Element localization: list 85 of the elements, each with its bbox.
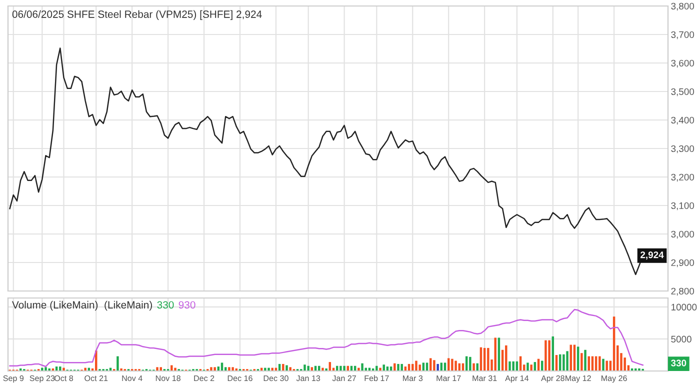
- bar: [472, 363, 475, 371]
- bar: [562, 354, 565, 371]
- x-tick-label: May 12: [566, 375, 591, 383]
- bar: [343, 366, 346, 371]
- y-tick-label: 3,300: [671, 145, 694, 154]
- bar: [487, 348, 490, 371]
- bar: [232, 367, 234, 371]
- bar: [436, 364, 439, 371]
- text: 330: [670, 360, 686, 366]
- bar: [286, 365, 288, 371]
- bar: [210, 367, 212, 371]
- bar: [526, 362, 529, 371]
- y-tick-label: 2,900: [671, 259, 694, 268]
- x-tick-label: Feb 17: [364, 375, 389, 382]
- x-tick-label: Mar 17: [436, 375, 461, 382]
- y-tick-label: 5000: [671, 336, 692, 342]
- x-tick-label: Oct 8: [54, 375, 74, 382]
- bar: [160, 367, 162, 371]
- x-tick-label: Mar 3: [403, 375, 423, 382]
- chart-title: Volume (LikeMain) (LikeMain): [12, 300, 152, 311]
- annotation: 930: [178, 301, 196, 309]
- bar: [494, 338, 496, 371]
- bar: [400, 364, 403, 371]
- bar: [544, 340, 547, 371]
- y-tick-label: 3,200: [671, 174, 694, 182]
- annotation: 2,924: [640, 252, 664, 260]
- bar: [394, 363, 396, 371]
- bar: [289, 367, 292, 371]
- bar: [170, 365, 173, 371]
- x-tick-label: Sep 23: [30, 375, 55, 383]
- bar: [512, 361, 514, 371]
- bar: [451, 358, 454, 371]
- bar: [44, 367, 47, 371]
- bar: [584, 350, 586, 371]
- bar: [340, 366, 342, 371]
- y-tick-label: 3,600: [671, 60, 694, 68]
- x-tick-label: Dec 2: [194, 375, 214, 382]
- bar: [415, 360, 418, 371]
- bar: [418, 364, 421, 371]
- bar: [530, 364, 532, 371]
- bar: [580, 353, 583, 371]
- bar: [602, 358, 604, 371]
- bar: [454, 360, 457, 371]
- annotation: 330: [157, 301, 174, 309]
- bar: [598, 356, 601, 371]
- x-tick-label: Jan 27: [332, 375, 356, 382]
- x-tick-label: Jan 13: [296, 375, 320, 382]
- bar: [116, 356, 119, 371]
- bar: [214, 367, 216, 371]
- y-tick-label: 3,400: [671, 116, 694, 125]
- y-tick-label: 3,700: [671, 31, 694, 40]
- x-tick-label: Oct 21: [84, 375, 108, 382]
- y-tick-label: 3,500: [671, 88, 694, 96]
- y-tick-label: 3,100: [671, 202, 694, 210]
- x-tick-label: Apr 14: [505, 375, 529, 383]
- x-tick-label: Nov 18: [156, 375, 180, 382]
- bar: [376, 366, 378, 371]
- x-tick-label: Dec 30: [264, 375, 288, 382]
- bar: [59, 366, 62, 371]
- bar: [606, 360, 608, 371]
- bar: [156, 367, 158, 371]
- bar: [469, 356, 472, 371]
- bar: [282, 364, 284, 371]
- x-tick-label: Dec 16: [228, 375, 252, 382]
- bar: [228, 367, 230, 371]
- x-tick-label: Mar 31: [472, 375, 497, 382]
- y-tick-label: 10000: [672, 304, 697, 310]
- x-tick-label: Apr 28: [541, 375, 564, 383]
- bar: [361, 363, 364, 371]
- x-tick-label: Sep 9: [3, 375, 24, 383]
- bar: [566, 351, 568, 371]
- bar: [505, 345, 508, 371]
- chart-title: 06/06/2025 SHFE Steel Rebar (VPM25) [SHFE] 2,924: [12, 10, 262, 20]
- bar: [508, 361, 511, 371]
- x-tick-label: Nov 4: [122, 375, 142, 382]
- bar: [548, 340, 550, 371]
- bar: [382, 364, 385, 371]
- bar: [433, 360, 436, 371]
- bar: [304, 364, 306, 371]
- y-tick-label: 3,800: [671, 2, 694, 11]
- y-tick-label: 3,000: [671, 230, 694, 239]
- y-tick-label: 2,800: [671, 288, 694, 296]
- x-tick-label: May 26: [602, 375, 627, 383]
- bar: [397, 364, 400, 371]
- bar: [307, 366, 310, 371]
